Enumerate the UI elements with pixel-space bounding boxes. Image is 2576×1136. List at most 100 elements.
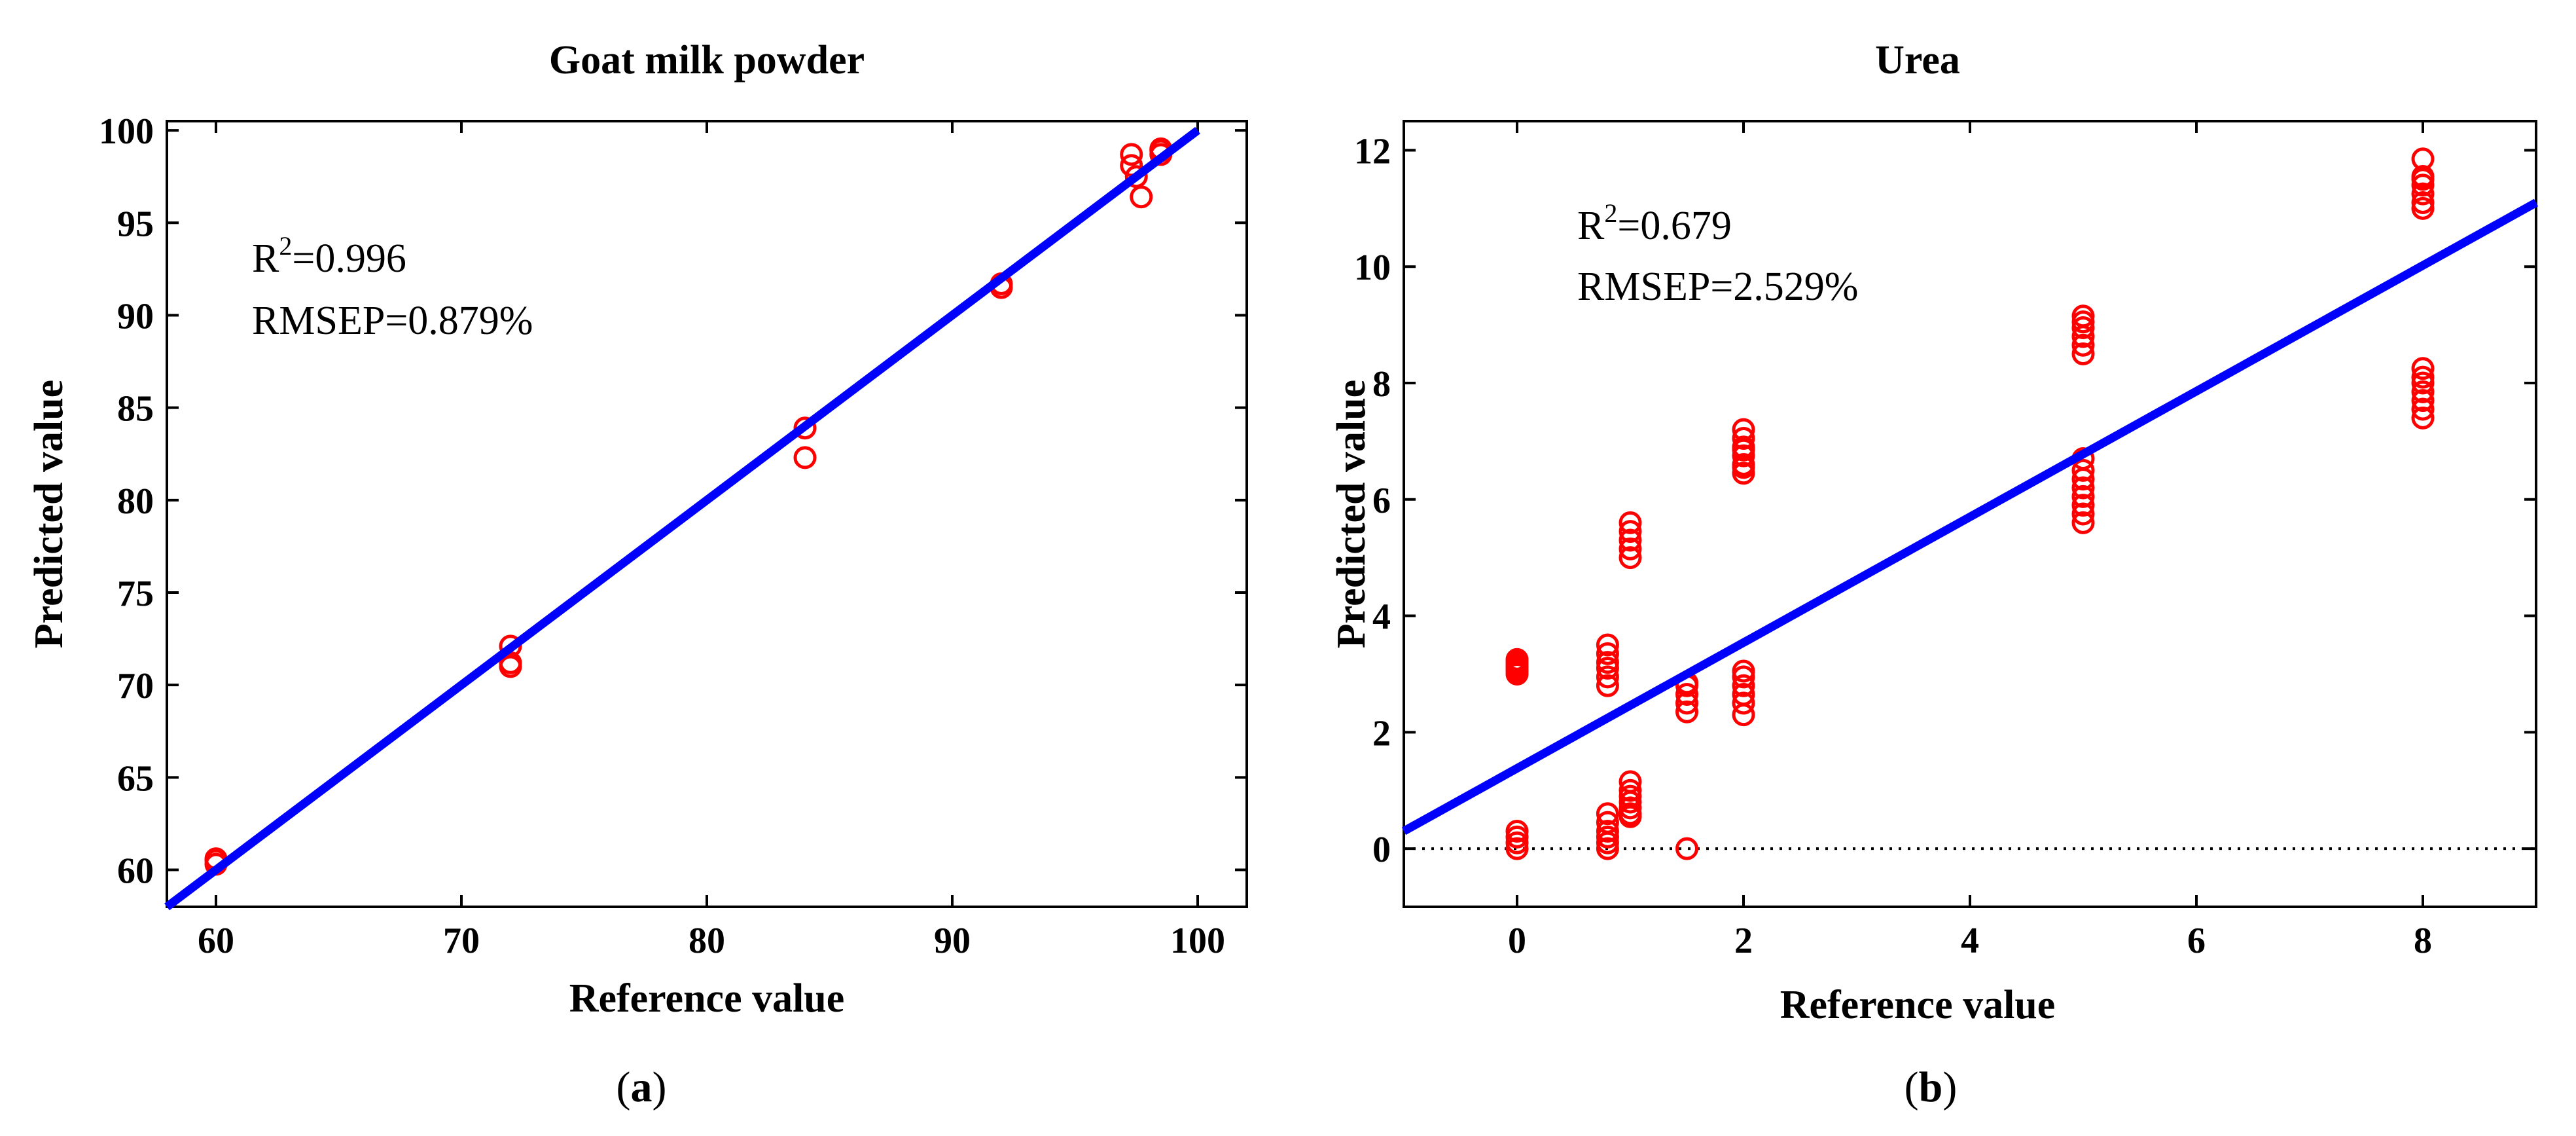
chart-a-r2-prefix: R	[252, 236, 279, 281]
chart-b-data-point	[1619, 520, 1642, 543]
chart-b-data-point	[2071, 476, 2095, 500]
chart-b-data-point	[1732, 426, 1755, 450]
chart-b-data-point	[1596, 642, 1619, 665]
chart-a-x-label: Reference value	[569, 976, 845, 1021]
chart-b-data-point	[1596, 674, 1619, 697]
chart-a-y-tick-label: 75	[117, 574, 154, 614]
chart-b-data-point	[1619, 511, 1642, 534]
chart-b-data-point	[2411, 182, 2435, 206]
chart-b-data-point	[1619, 528, 1642, 552]
chart-b-data-point	[1732, 683, 1755, 706]
panel-a: Goat milk powder 60 70 80 90 100 60 65 70 75 80 8…	[27, 38, 1248, 1111]
chart-a-fit-line	[164, 126, 1200, 911]
chart-b-data-point	[2071, 494, 2095, 517]
chart-a-y-tick-label: 65	[117, 758, 154, 799]
chart-b-data-point	[2411, 380, 2435, 403]
chart-a-x-tick-label: 70	[443, 921, 480, 961]
chart-b-r2-value: =0.679	[1617, 204, 1731, 248]
chart-b-y-ticks: 0 2 4 6 8 10 12	[1354, 131, 2536, 870]
chart-b-x-ticks: 0 2 4 6 8	[1508, 121, 2432, 961]
chart-b-rmsep-annotation: RMSEP=2.529%	[1577, 265, 1858, 309]
chart-b-y-tick-label: 4	[1372, 597, 1391, 638]
chart-a-rmsep-annotation: RMSEP=0.879%	[252, 299, 533, 343]
chart-b-data-point	[1675, 837, 1698, 860]
chart-b-x-tick-label: 4	[1961, 921, 1979, 961]
chart-b-data-point	[1596, 665, 1619, 689]
chart-b-y-tick-label: 0	[1372, 830, 1391, 870]
chart-a-y-tick-label: 60	[117, 851, 154, 892]
chart-a-x-tick-label: 60	[198, 921, 234, 961]
chart-b-data-point	[1596, 651, 1619, 674]
chart-b-data-point	[2071, 458, 2095, 482]
chart-a-y-ticks: 60 65 70 75 80 85 90 95 100	[99, 111, 1247, 892]
chart-b-y-tick-label: 10	[1354, 247, 1391, 288]
chart-b-data-point	[1675, 700, 1698, 724]
chart-b-fit-line	[1401, 198, 2539, 835]
chart-a-title: Goat milk powder	[549, 38, 865, 82]
chart-a-panel-letter: a	[631, 1063, 653, 1111]
chart-b-data-point	[1619, 779, 1642, 802]
chart-a-x-tick-label: 100	[1170, 921, 1225, 961]
chart-b-r2-prefix: R	[1577, 204, 1605, 248]
chart-b-x-tick-label: 0	[1508, 921, 1526, 961]
chart-b-data-point	[2411, 365, 2435, 389]
chart-b-y-tick-label: 2	[1372, 713, 1391, 754]
chart-b-data-point	[2071, 304, 2095, 328]
chart-a-y-tick-label: 85	[117, 389, 154, 430]
chart-a-panel-label: (a)	[617, 1063, 667, 1111]
chart-a-y-label: Predicted value	[27, 380, 71, 648]
chart-b-y-tick-label: 12	[1354, 131, 1391, 172]
chart-a-r2-annotation: R2=0.996	[252, 231, 406, 281]
chart-b-data-point	[2411, 397, 2435, 421]
chart-b-points	[1505, 147, 2435, 860]
chart-b-data-point	[1619, 770, 1642, 794]
chart-b-data-point	[1732, 691, 1755, 715]
chart-a-y-tick-label: 95	[117, 204, 154, 244]
chart-a-x-tick-label: 90	[934, 921, 971, 961]
chart-b-r2-annotation: R2=0.679	[1577, 198, 1732, 248]
chart-a-r2-exponent: 2	[279, 231, 292, 261]
chart-b-y-tick-label: 8	[1372, 364, 1391, 405]
chart-a-y-tick-label: 70	[117, 666, 154, 706]
chart-b-y-label: Predicted value	[1329, 380, 1374, 648]
chart-b-data-point	[2071, 485, 2095, 508]
chart-a-data-point	[1124, 165, 1148, 189]
chart-a-x-ticks: 60 70 80 90 100	[198, 121, 1225, 961]
chart-b-r2-exponent: 2	[1604, 198, 1617, 228]
chart-b-data-point	[1675, 683, 1698, 706]
chart-b-data-point	[1505, 819, 1529, 843]
chart-b-data-point	[2411, 389, 2435, 412]
chart-a-y-tick-label: 80	[117, 481, 154, 522]
chart-a-x-tick-label: 80	[689, 921, 725, 961]
chart-b-data-point	[1596, 819, 1619, 843]
chart-b-panel-label: (b)	[1905, 1063, 1958, 1111]
chart-b-panel-letter: b	[1919, 1063, 1943, 1111]
chart-b-data-point	[1732, 659, 1755, 683]
chart-b-data-point	[1619, 537, 1642, 560]
chart-b-data-point	[1619, 802, 1642, 826]
chart-b-data-point	[1596, 811, 1619, 834]
chart-b-data-point	[2411, 406, 2435, 430]
chart-a-data-point	[793, 416, 817, 440]
chart-b-data-point	[2071, 342, 2095, 366]
chart-b-data-point	[2071, 502, 2095, 526]
chart-b-data-point	[1732, 456, 1755, 479]
chart-a-data-point	[793, 446, 817, 469]
chart-b-x-tick-label: 2	[1734, 921, 1753, 961]
chart-b-data-point	[2411, 357, 2435, 380]
chart-b-data-point	[1596, 633, 1619, 657]
chart-b-data-point	[2071, 333, 2095, 357]
chart-a-y-tick-label: 90	[117, 296, 154, 337]
chart-b-x-label: Reference value	[1780, 983, 2056, 1027]
chart-b-data-point	[2071, 511, 2095, 534]
chart-a-y-tick-label: 100	[99, 111, 154, 152]
chart-b-data-point	[1619, 546, 1642, 570]
chart-b-data-point	[1732, 674, 1755, 697]
chart-a-data-point	[1130, 185, 1153, 209]
chart-b-data-point	[2411, 168, 2435, 191]
chart-b-data-point	[1505, 648, 1529, 671]
chart-b-x-tick-label: 6	[2187, 921, 2206, 961]
chart-b-data-point	[1596, 802, 1619, 826]
